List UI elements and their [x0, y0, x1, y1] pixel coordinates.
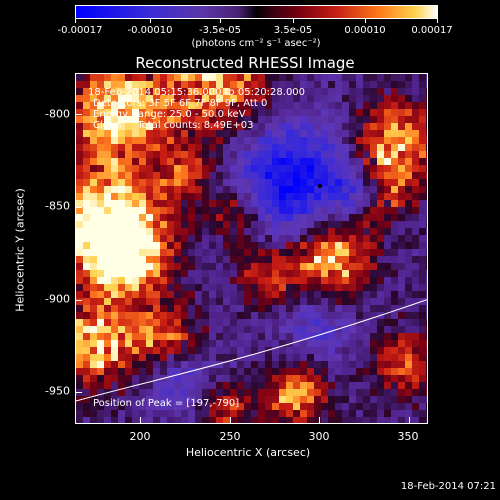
- colorbar-tick: [150, 19, 151, 23]
- plot-title: Reconstructed RHESSI Image: [135, 54, 355, 72]
- colorbar-units: (photons cm⁻² s⁻¹ asec⁻²): [191, 38, 321, 49]
- rhessi-image-map: [76, 74, 427, 423]
- x-tick: [230, 417, 231, 423]
- colorbar-tick: [75, 19, 76, 23]
- y-tick-label: -800: [45, 107, 70, 121]
- minimum-marker: [318, 184, 322, 188]
- colorbar-tick: [437, 19, 438, 23]
- colorbar-tick-label: 0.00010: [344, 25, 386, 36]
- x-tick-label: 250: [219, 430, 241, 443]
- time-range-label: 18-Feb-2014 05:15:36.000 to 05:20:28.000: [88, 87, 306, 98]
- y-tick-label: -900: [45, 292, 70, 306]
- colorbar-tick-label: 0.00017: [411, 25, 453, 36]
- detectors-label: Detectors: 3F 5F 6F 7F 8F 9F, Att 0: [93, 98, 268, 109]
- energy-range-label: Energy Range: 25.0 - 50.0 keV: [93, 109, 246, 120]
- solar-limb: [76, 299, 427, 402]
- x-tick: [319, 417, 320, 423]
- colorbar-tick: [220, 19, 221, 23]
- image-pixels: [76, 74, 427, 423]
- x-tick-label: 200: [129, 430, 151, 443]
- y-axis-label: Heliocentric Y (arcsec): [13, 188, 27, 312]
- image-plot: 18-Feb-2014 05:15:36.000 to 05:20:28.000…: [75, 73, 428, 424]
- y-tick: [76, 392, 82, 393]
- colorbar-tick-label: -0.00010: [127, 25, 173, 36]
- peak-position-label: Position of Peak = [197,-790]: [93, 398, 240, 409]
- colorbar: [75, 5, 438, 19]
- y-tick-label: -950: [45, 384, 70, 398]
- colorbar-tick: [365, 19, 366, 23]
- colorbar-tick-label: -3.5e-05: [199, 25, 241, 36]
- y-tick: [76, 300, 82, 301]
- colorbar-tick-label: 3.5e-05: [273, 25, 313, 36]
- plot-timestamp: 18-Feb-2014 07:21: [400, 481, 496, 492]
- x-tick: [140, 417, 141, 423]
- clean-counts-label: Clean Total counts: 8.49E+03: [93, 120, 254, 131]
- y-tick: [76, 207, 82, 208]
- y-tick-label: -850: [45, 199, 70, 213]
- x-tick: [409, 417, 410, 423]
- x-tick-label: 350: [397, 430, 419, 443]
- colorbar-tick-label: -0.00017: [57, 25, 103, 36]
- x-tick-label: 300: [308, 430, 330, 443]
- y-tick: [76, 114, 82, 115]
- x-axis-label: Heliocentric X (arcsec): [185, 446, 311, 459]
- colorbar-tick: [293, 19, 294, 23]
